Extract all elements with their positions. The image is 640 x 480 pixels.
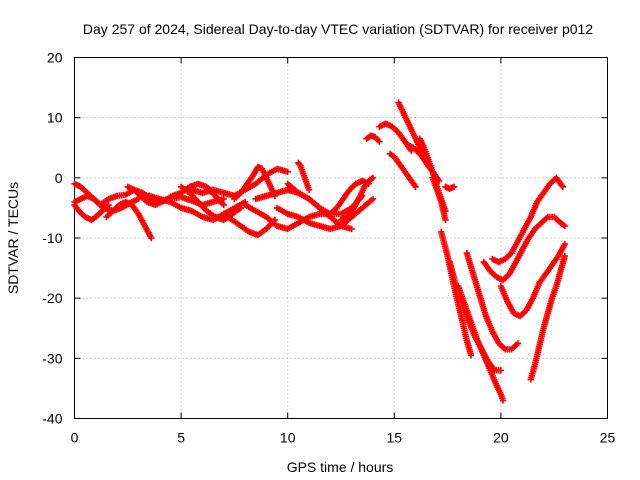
y-tick-label: -30 xyxy=(42,350,62,366)
x-tick-label: 15 xyxy=(387,430,403,446)
y-tick-label: 10 xyxy=(47,110,63,126)
series-arc-g xyxy=(145,192,249,224)
axis-ticks: 0 5 10 15 20 25 -40 -30 -20 -10 0 10 20 xyxy=(42,50,615,446)
data-point xyxy=(561,222,569,230)
x-tick-label: 0 xyxy=(71,430,79,446)
series-arc-b xyxy=(71,201,112,224)
series-arc-n xyxy=(273,195,377,233)
y-tick-label: -20 xyxy=(42,290,62,306)
y-tick-label: 20 xyxy=(47,50,63,66)
x-axis-label: GPS time / hours xyxy=(287,459,394,475)
data-point xyxy=(369,174,377,182)
series-arc-ag xyxy=(497,240,569,320)
data-point xyxy=(561,240,569,248)
grid xyxy=(74,57,608,419)
data-point xyxy=(305,186,313,194)
series-arc-v xyxy=(386,150,419,191)
data-point xyxy=(514,340,522,347)
x-tick-label: 20 xyxy=(493,430,509,446)
data-point xyxy=(561,252,569,260)
series-arc-o xyxy=(295,159,313,194)
data-point xyxy=(450,183,458,191)
series-arc-d xyxy=(103,198,155,242)
series-arc-ae xyxy=(480,213,569,284)
data-point xyxy=(412,183,419,191)
data-point xyxy=(497,367,505,374)
series-arc-af xyxy=(489,174,566,266)
series-arc-ad xyxy=(463,249,522,353)
x-tick-label: 5 xyxy=(177,430,185,446)
x-tick-label: 10 xyxy=(280,430,296,446)
data-point xyxy=(369,195,377,203)
y-axis-label: SDTVAR / TECUs xyxy=(5,182,21,294)
x-tick-label: 25 xyxy=(600,430,616,446)
series-arc-ah xyxy=(527,252,569,383)
data-point xyxy=(559,183,566,191)
data-point xyxy=(105,201,112,209)
series-arc-f xyxy=(124,180,227,209)
data-point xyxy=(148,234,155,242)
y-tick-label: -10 xyxy=(42,230,62,246)
series-arc-z xyxy=(442,183,458,192)
data-point xyxy=(220,201,227,209)
data-series xyxy=(71,99,569,404)
series-arc-r xyxy=(337,174,377,224)
data-point xyxy=(348,225,355,233)
y-tick-label: 0 xyxy=(55,170,63,186)
data-point xyxy=(237,204,244,212)
data-point xyxy=(467,352,475,359)
data-point xyxy=(376,138,383,145)
y-tick-label: -40 xyxy=(42,411,62,427)
data-point xyxy=(499,397,507,404)
series-arc-s xyxy=(363,132,383,145)
series-arc-y xyxy=(429,174,449,224)
data-point xyxy=(284,168,291,176)
chart-title: Day 257 of 2024, Sidereal Day-to-day VTE… xyxy=(83,21,593,37)
data-point xyxy=(442,216,449,224)
series-arc-ac xyxy=(455,282,507,404)
